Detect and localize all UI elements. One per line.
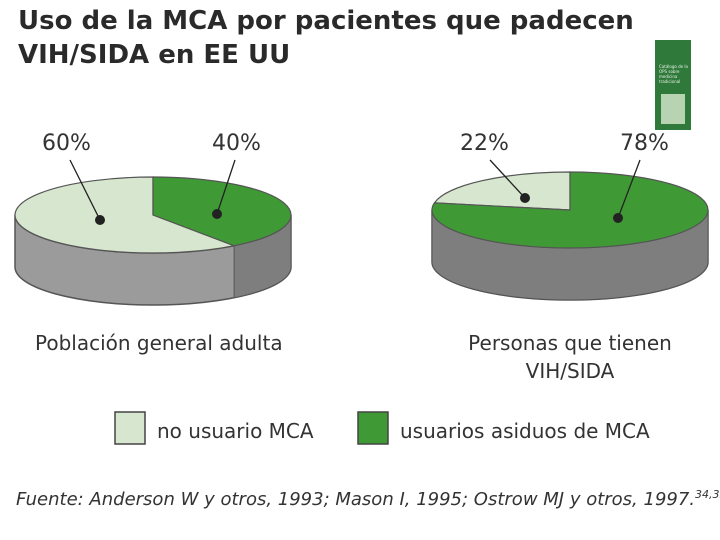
legend-label: usuarios asiduos de MCA: [400, 419, 650, 443]
pointer-dot: [520, 193, 530, 203]
slice-percent-label: 60%: [42, 131, 91, 156]
pie-slice-usuarios-asiduos: [152, 176, 292, 247]
legend-swatch: [357, 411, 389, 445]
source-citation: Fuente: Anderson W y otros, 1993; Mason …: [16, 488, 720, 510]
book-cover-text: Catálogo de la OPS sobre medicina tradic…: [659, 64, 688, 84]
pointer-line: [617, 159, 641, 219]
source-refs: 34,35,36: [695, 488, 720, 501]
pointer-line: [216, 159, 236, 215]
pie-caption: Personas que tienen: [468, 331, 672, 355]
pointer-dot: [212, 209, 222, 219]
pie-caption: Población general adulta: [35, 331, 283, 355]
slice-percent-label: 78%: [620, 131, 669, 156]
pie-slice-usuarios-asiduos: [431, 171, 709, 249]
pointer-line: [489, 159, 526, 199]
pie-chart-2: 22% 78% Personas que tienen VIH/SIDA: [431, 131, 709, 383]
legend-label: no usuario MCA: [157, 419, 314, 443]
book-cover-image: Catálogo de la OPS sobre medicina tradic…: [655, 40, 691, 130]
slice-percent-label: 40%: [212, 131, 261, 156]
pointer-dot: [613, 213, 623, 223]
legend-item: usuarios asiduos de MCA: [357, 411, 650, 445]
pointer-line: [69, 159, 101, 221]
source-text: Fuente: Anderson W y otros, 1993; Mason …: [16, 489, 696, 510]
pie-caption: VIH/SIDA: [526, 359, 615, 383]
legend-swatch: [114, 411, 146, 445]
page-title: Uso de la MCA por pacientes que padecen …: [18, 6, 634, 70]
pointer-dot: [95, 215, 105, 225]
pie-slice-no-usuario: [433, 171, 571, 211]
plant-illustration: [661, 94, 685, 124]
legend-item: no usuario MCA: [114, 411, 314, 445]
pie-slice-no-usuario: [14, 176, 237, 254]
pie-chart-1: 60% 40% Población general adulta: [14, 131, 292, 355]
slice-percent-label: 22%: [460, 131, 509, 156]
